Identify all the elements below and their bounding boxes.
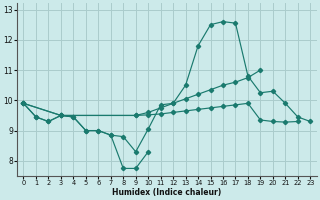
X-axis label: Humidex (Indice chaleur): Humidex (Indice chaleur) bbox=[112, 188, 221, 197]
